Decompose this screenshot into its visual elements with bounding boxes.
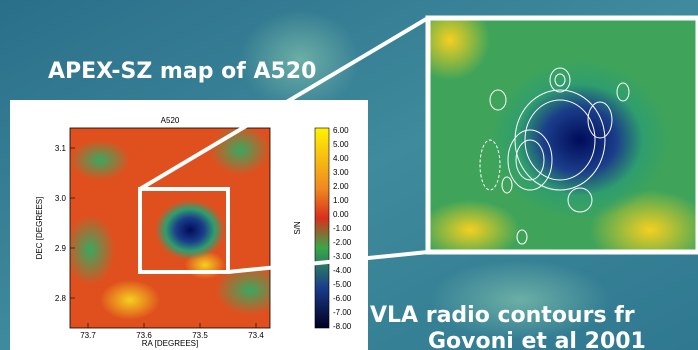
colorbar-tick-label: -2.00 (333, 238, 352, 247)
x-tick-label: 73.5 (192, 331, 208, 340)
caption-line: VLA radio contours fr (370, 303, 635, 328)
colorbar-tick-label: -3.00 (333, 252, 352, 261)
x-axis-label: RA [DEGREES] (142, 339, 198, 348)
colorbar-tick-label: 0.00 (333, 210, 349, 219)
plot-title: A520 (161, 116, 180, 125)
y-tick-label: 2.9 (55, 244, 67, 253)
y-tick-label: 3.1 (55, 144, 67, 153)
colorbar-tick-label: -7.00 (333, 308, 352, 317)
colorbar-tick-label: 3.00 (333, 168, 349, 177)
colorbar-label: S/N (293, 221, 302, 235)
colorbar-tick-label: 6.00 (333, 126, 349, 135)
x-tick-label: 73.6 (136, 331, 152, 340)
colorbar-tick-label: -8.00 (333, 322, 352, 331)
x-tick-label: 73.7 (80, 331, 96, 340)
colorbar-tick-label: 4.00 (333, 154, 349, 163)
colorbar-tick-label: -5.00 (333, 280, 352, 289)
colorbar-tick-label: 1.00 (333, 196, 349, 205)
slide-title: APEX-SZ map of A520 (48, 59, 316, 84)
colorbar-tick-label: -1.00 (333, 224, 352, 233)
colorbar-tick-label: -6.00 (333, 294, 352, 303)
colorbar-tick-label: -4.00 (333, 266, 352, 275)
colorbar-tick-label: 2.00 (333, 182, 349, 191)
x-tick-label: 73.4 (248, 331, 264, 340)
y-axis-label: DEC [DEGREES] (35, 197, 44, 260)
colorbar-tick-label: 5.00 (333, 140, 349, 149)
y-tick-label: 2.8 (55, 294, 67, 303)
caption-line: Govoni et al 2001 (428, 329, 646, 350)
y-tick-label: 3.0 (55, 194, 67, 203)
